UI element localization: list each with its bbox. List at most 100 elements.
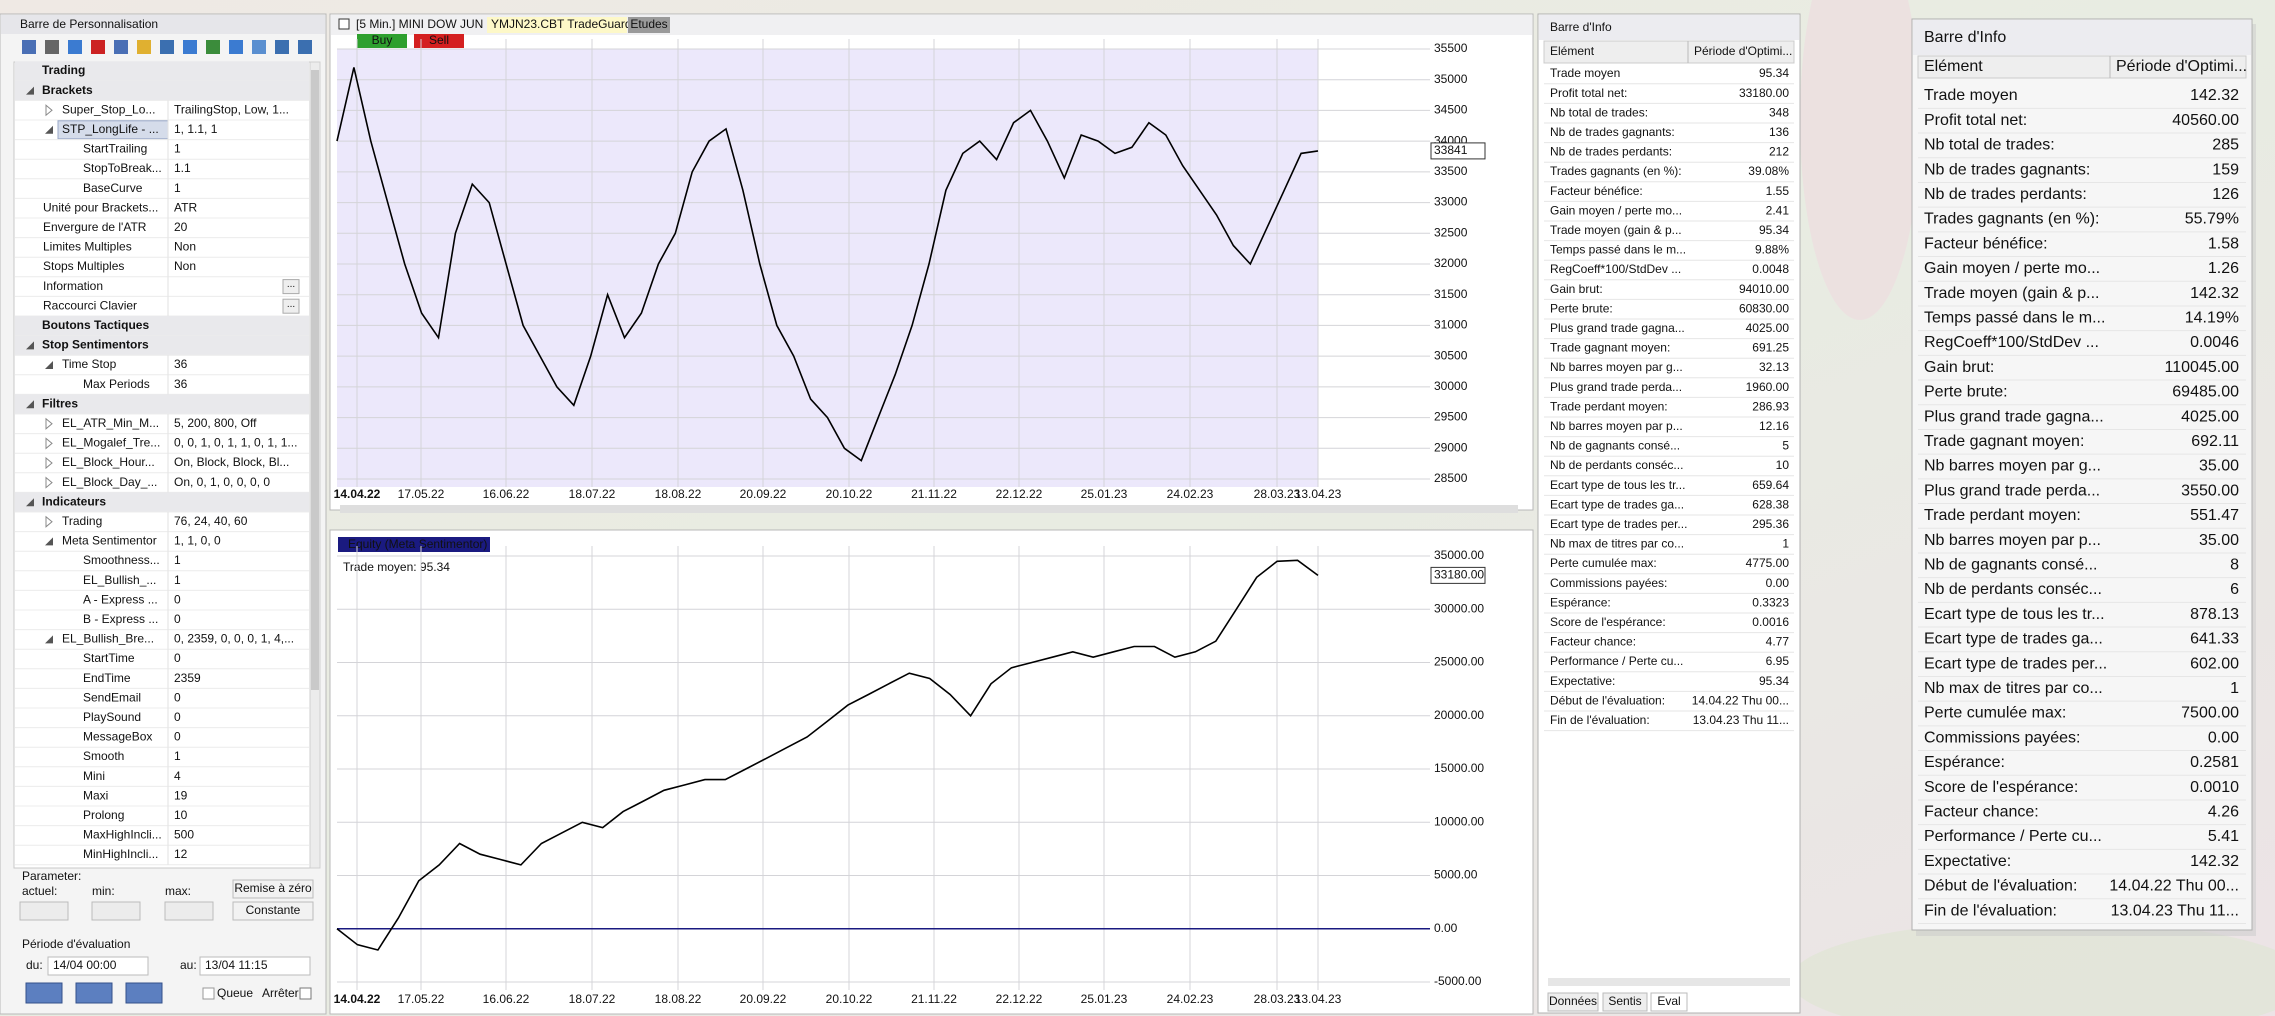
buy-button[interactable] (357, 34, 407, 48)
to-input[interactable] (199, 956, 311, 976)
toolbar-icon[interactable] (229, 40, 243, 54)
tree-label[interactable]: MessageBox (83, 730, 152, 744)
tree-label[interactable]: EL_ATR_Min_M... (62, 416, 159, 430)
tree-category[interactable]: Stop Sentimentors (42, 338, 149, 352)
tree-value[interactable]: 1 (174, 142, 181, 156)
tree-value[interactable]: Non (174, 259, 196, 273)
tree-value[interactable]: 1, 1.1, 1 (174, 122, 218, 136)
tree-value[interactable]: 10 (174, 808, 188, 822)
tree-expander[interactable] (45, 104, 53, 117)
tree-value[interactable]: TrailingStop, Low, 1... (174, 102, 289, 116)
tree-expander[interactable] (26, 341, 34, 350)
tree-label[interactable]: Envergure de l'ATR (43, 220, 147, 234)
tree-value[interactable]: 4 (174, 769, 181, 783)
tree-label[interactable]: MaxHighIncli... (83, 828, 162, 842)
ellipsis-button[interactable] (282, 298, 300, 314)
tree-expander[interactable] (26, 86, 34, 95)
tree-value[interactable]: 1 (174, 553, 181, 567)
tree-label[interactable]: Maxi (83, 788, 108, 802)
tree-label[interactable]: EL_Bullish_Bre... (62, 632, 154, 646)
tree-expander[interactable] (45, 125, 53, 134)
to-value[interactable]: 13/04 11:15 (205, 958, 268, 972)
tree-expander[interactable] (45, 456, 53, 470)
tree-label[interactable]: BaseCurve (83, 181, 143, 195)
toolbar-icon[interactable] (68, 40, 82, 54)
tree-expander[interactable] (26, 400, 34, 409)
tree-label[interactable]: Raccourci Clavier (43, 298, 137, 312)
tree-value[interactable]: 12 (174, 847, 188, 861)
toolbar-icon[interactable] (252, 40, 266, 54)
toolbar-icon[interactable] (206, 40, 220, 54)
optimize-button[interactable] (125, 982, 163, 1004)
tree-label[interactable]: Meta Sentimentor (62, 534, 157, 548)
tree-expander[interactable] (45, 361, 53, 369)
tree-value[interactable]: Non (174, 240, 196, 254)
tree-value[interactable]: 0 (174, 592, 181, 606)
from-value[interactable]: 14/04 00:00 (53, 958, 117, 972)
tree-category[interactable]: Filtres (42, 396, 78, 410)
parameter-input[interactable] (19, 901, 69, 921)
tab-label[interactable]: Données (1549, 994, 1597, 1008)
tree-category[interactable]: Trading (42, 63, 85, 77)
tree-value[interactable]: 0 (174, 651, 181, 665)
tree-value[interactable]: 36 (174, 357, 188, 371)
tree-label[interactable]: Max Periods (83, 377, 150, 391)
tree-value[interactable]: 500 (174, 828, 194, 842)
constant-button[interactable] (232, 901, 314, 921)
tree-expander[interactable] (26, 498, 34, 507)
tree-label[interactable]: Unité pour Brackets... (43, 200, 158, 214)
tree-expander[interactable] (45, 635, 53, 644)
parameter-input[interactable] (91, 901, 141, 921)
tree-value[interactable]: 0 (174, 690, 181, 704)
sell-button-text[interactable]: Sell (429, 33, 449, 47)
queue-checkbox[interactable] (202, 987, 215, 1000)
tree-value[interactable]: 0, 0, 1, 0, 1, 1, 0, 1, 1... (174, 436, 297, 450)
ellipsis-button[interactable] (282, 279, 300, 295)
toolbar-icon[interactable] (114, 40, 128, 54)
tree-label[interactable]: EndTime (83, 671, 131, 685)
parameter-input[interactable] (164, 901, 214, 921)
ellipsis-button-text[interactable]: ... (287, 299, 295, 310)
tree-label[interactable]: Trading (62, 514, 102, 528)
tree-label[interactable]: Stops Multiples (43, 259, 124, 273)
tree-label[interactable]: SendEmail (83, 690, 141, 704)
tree-label[interactable]: Prolong (83, 808, 124, 822)
tree-label[interactable]: Smoothness... (83, 553, 160, 567)
ellipsis-button-text[interactable]: ... (287, 279, 295, 290)
tree-expander[interactable] (45, 537, 53, 546)
tree-label[interactable]: StartTrailing (83, 142, 147, 156)
scrollbar-thumb[interactable] (311, 70, 319, 690)
tree-value[interactable]: 5, 200, 800, Off (174, 416, 257, 430)
tree-value[interactable]: 1, 1, 0, 0 (174, 534, 221, 548)
tree-value[interactable]: 0 (174, 612, 181, 626)
tree-category[interactable]: Brackets (42, 83, 93, 97)
tree-value[interactable]: 76, 24, 40, 60 (174, 514, 248, 528)
tree-label[interactable]: PlaySound (83, 710, 141, 724)
tree-value[interactable]: 0, 2359, 0, 0, 0, 1, 4,... (174, 632, 294, 646)
tab[interactable] (1547, 992, 1599, 1012)
tree-expander[interactable] (45, 437, 53, 450)
tree-expander[interactable] (45, 515, 53, 528)
tree-value[interactable]: On, Block, Block, Bl... (174, 455, 289, 469)
toolbar-icon[interactable] (45, 40, 59, 54)
tree-category[interactable]: Indicateurs (42, 494, 106, 508)
tree-value[interactable]: 36 (174, 377, 188, 391)
sell-button[interactable] (414, 34, 464, 48)
tree-label[interactable]: MinHighIncli... (83, 847, 158, 861)
tree-label[interactable]: StartTime (83, 651, 135, 665)
tree-value[interactable]: 1 (174, 749, 181, 763)
tree-expander[interactable] (45, 417, 53, 430)
tree-label[interactable]: EL_Mogalef_Tre... (62, 436, 160, 450)
tree-label[interactable]: Super_Stop_Lo... (62, 102, 155, 116)
tree-value[interactable]: 0 (174, 730, 181, 744)
tree-value[interactable]: 1 (174, 181, 181, 195)
tree-value[interactable]: ATR (174, 200, 197, 214)
tree-value[interactable]: 2359 (174, 671, 201, 685)
stop-checkbox[interactable] (299, 987, 312, 1000)
tab-label[interactable]: Eval (1657, 994, 1680, 1008)
tree-label[interactable]: Smooth (83, 749, 124, 763)
optimize-button[interactable] (75, 982, 113, 1004)
reset-button[interactable] (232, 879, 314, 899)
tree-label[interactable]: Mini (83, 769, 105, 783)
tree-value[interactable]: 0 (174, 710, 181, 724)
